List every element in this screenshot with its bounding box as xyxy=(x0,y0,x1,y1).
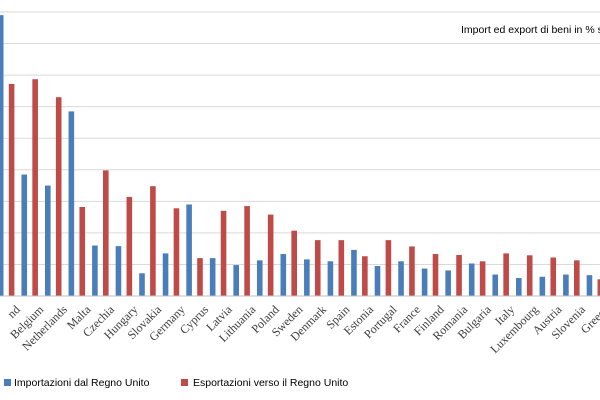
bar-imports-netherlands xyxy=(45,185,51,296)
bar-imports-germany xyxy=(162,253,169,296)
bar-imports-slovenia xyxy=(563,274,569,296)
bar-exports-netherlands xyxy=(55,97,62,296)
bar-imports-malta xyxy=(68,111,75,297)
legend-swatch-imports xyxy=(4,379,11,386)
bar-imports-latvia xyxy=(209,258,216,296)
bar-exports-latvia xyxy=(220,210,227,296)
legend-label-imports: Importazioni dal Regno Unito xyxy=(14,377,150,389)
bar-imports-lithuania xyxy=(233,265,239,296)
bar-exports-poland xyxy=(267,214,274,296)
bar-exports-slovenia xyxy=(574,260,580,296)
bar-exports-france xyxy=(409,246,415,296)
bar-exports-finland xyxy=(432,254,439,296)
bar-imports-finland xyxy=(421,268,428,296)
bar-imports-austria xyxy=(539,276,546,296)
legend-swatch-exports xyxy=(181,379,188,386)
bar-exports-belgium xyxy=(32,79,38,297)
bar-imports-bulgaria xyxy=(468,263,475,296)
bar-exports-lithuania xyxy=(244,206,250,296)
chart-title: Import ed export di beni in % sul xyxy=(461,24,600,36)
bar-imports-portugal xyxy=(374,266,381,296)
bar-imports-belgium xyxy=(21,174,28,296)
bar-exports-austria xyxy=(550,257,557,296)
legend-label-exports: Esportazioni verso il Regno Unito xyxy=(193,377,348,389)
bar-exports-ireland xyxy=(8,83,15,296)
bar-exports-slovakia xyxy=(150,186,156,296)
bar-imports-hungary xyxy=(115,246,122,296)
bar-exports-sweden xyxy=(291,230,297,296)
bar-exports-italy xyxy=(503,253,509,296)
bar-imports-spain xyxy=(327,261,334,296)
bar-exports-germany xyxy=(173,208,180,296)
bar-exports-spain xyxy=(338,240,345,296)
bar-exports-malta xyxy=(79,207,86,296)
bar-imports-poland xyxy=(256,260,263,296)
legend: Importazioni dal Regno Unito Esportazion… xyxy=(4,377,348,389)
bar-exports-hungary xyxy=(126,196,133,296)
bar-exports-greece xyxy=(597,279,600,296)
x-tick-labels: ndBelgiumNetherlandsMaltaCzechiaHungaryS… xyxy=(4,302,600,356)
bar-imports-cyprus xyxy=(186,204,192,296)
bar-imports-luxembourg xyxy=(516,278,522,296)
bar-exports-denmark xyxy=(314,240,321,296)
bar-exports-bulgaria xyxy=(479,261,486,296)
bar-imports-denmark xyxy=(304,259,310,296)
bar-imports-france xyxy=(398,261,404,296)
gridlines xyxy=(0,11,600,265)
bar-imports-italy xyxy=(492,274,499,296)
bar-imports-ireland xyxy=(0,15,4,296)
bar-exports-czechia xyxy=(103,170,109,296)
bar-exports-estonia xyxy=(362,256,368,296)
bar-exports-cyprus xyxy=(197,258,203,296)
bar-exports-luxembourg xyxy=(526,255,533,296)
bar-imports-sweden xyxy=(280,254,287,296)
bar-exports-romania xyxy=(456,254,462,296)
bar-imports-czechia xyxy=(92,245,98,296)
bar-imports-greece xyxy=(586,275,593,296)
bar-exports-portugal xyxy=(385,240,392,296)
bar-imports-slovakia xyxy=(139,273,145,296)
bars xyxy=(0,15,600,297)
bar-imports-estonia xyxy=(351,249,357,296)
bar-imports-romania xyxy=(445,270,451,296)
